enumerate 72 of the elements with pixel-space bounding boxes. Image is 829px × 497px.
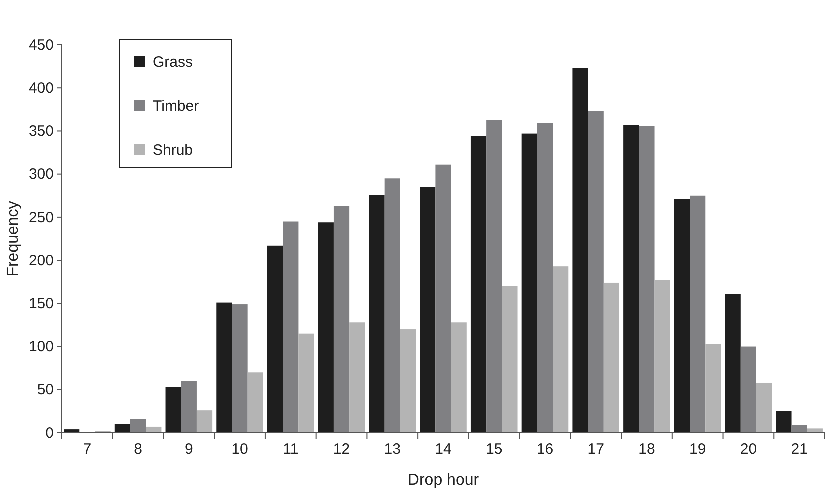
x-tick-label: 19 (689, 441, 706, 458)
bar (451, 322, 467, 433)
bar (756, 382, 772, 433)
bar (572, 68, 588, 433)
x-tick-label: 20 (740, 441, 758, 458)
x-tick-label: 8 (134, 441, 142, 458)
bar (268, 246, 284, 433)
x-tick-label: 16 (536, 441, 554, 458)
legend-label: Timber (153, 98, 200, 115)
bar (420, 187, 436, 433)
x-tick-label: 17 (588, 441, 604, 458)
legend-label: Grass (153, 54, 194, 71)
x-tick-label: 18 (638, 441, 656, 458)
x-tick-label: 9 (184, 441, 194, 458)
bar (725, 294, 741, 433)
bar (196, 410, 213, 433)
bar (470, 136, 487, 433)
bar (537, 123, 554, 433)
x-tick-label: 10 (232, 441, 248, 458)
y-tick-label: 150 (28, 295, 54, 312)
bar (384, 178, 400, 433)
bar (232, 304, 248, 433)
y-tick-label: 400 (28, 80, 54, 97)
y-tick-label: 0 (46, 424, 54, 442)
bar (706, 344, 722, 433)
bar (674, 199, 690, 433)
legend-label: Shrub (153, 142, 194, 159)
bar (776, 411, 792, 433)
bar (654, 280, 670, 433)
x-tick-label: 11 (283, 441, 299, 458)
bar (639, 126, 655, 433)
bar (146, 426, 162, 433)
bar (369, 195, 385, 433)
bar (318, 222, 334, 433)
y-tick-label: 250 (28, 209, 54, 226)
bar (792, 425, 808, 433)
bar (130, 419, 146, 433)
bar (690, 196, 706, 433)
bar (604, 282, 620, 433)
y-tick-label: 100 (28, 338, 54, 356)
bar (522, 134, 538, 433)
y-axis-title: Frequency (5, 201, 22, 277)
y-tick-label: 350 (28, 123, 54, 140)
y-tick-label: 450 (28, 36, 54, 54)
x-tick-label: 21 (791, 441, 808, 458)
bar (624, 125, 640, 433)
y-tick-label: 300 (28, 166, 54, 184)
x-tick-label: 12 (333, 441, 350, 458)
x-axis-title: Drop hour (408, 472, 480, 489)
bar (807, 428, 823, 433)
x-tick-label: 7 (83, 441, 92, 458)
bar (486, 120, 502, 433)
y-tick-label: 50 (37, 382, 54, 399)
bar (350, 322, 366, 433)
bar (248, 372, 264, 433)
bar (502, 286, 518, 433)
bar (436, 164, 452, 433)
bar (216, 302, 232, 433)
bar (334, 206, 350, 433)
bar (166, 387, 182, 433)
bar (588, 111, 604, 433)
bar (298, 334, 314, 433)
x-tick-label: 15 (486, 441, 503, 458)
bar (114, 424, 130, 433)
y-tick-label: 200 (28, 252, 54, 270)
bar (400, 330, 416, 433)
bar (181, 381, 197, 433)
x-tick-label: 13 (384, 441, 401, 458)
bar (740, 346, 756, 433)
x-tick-label: 14 (435, 441, 452, 458)
bar (283, 222, 299, 433)
bar (553, 266, 569, 433)
